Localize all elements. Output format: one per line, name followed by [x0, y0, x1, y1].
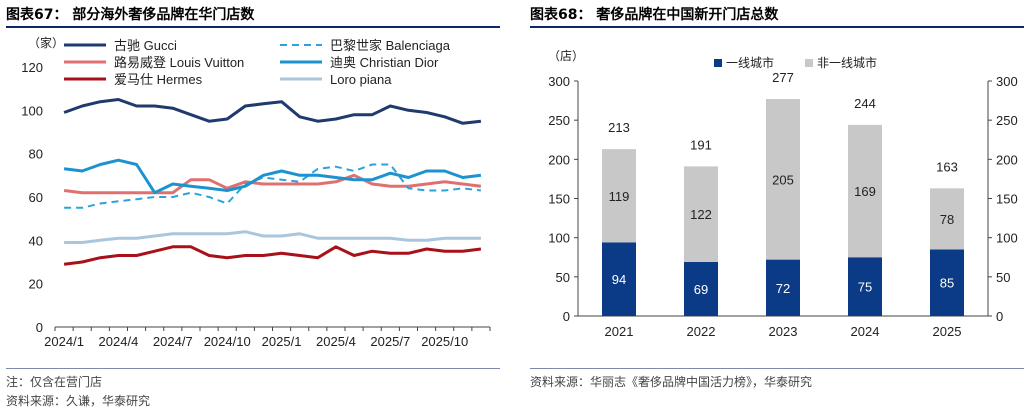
bar-total-label: 213	[608, 120, 630, 135]
bar-y-tick-label-right: 100	[996, 231, 1018, 246]
line-series-2	[63, 245, 482, 266]
bar-x-tick-label: 2025	[933, 324, 962, 339]
line-y-tick-label: 60	[29, 190, 43, 205]
line-series-1	[63, 173, 482, 195]
line-legend-label: Loro piana	[330, 72, 392, 87]
bar-segment-tier1	[684, 261, 718, 316]
bar-y-tick-label-left: 0	[563, 309, 570, 324]
line-legend-label: 爱马仕 Hermes	[114, 72, 203, 87]
line-series-5	[64, 230, 481, 244]
bar-x-tick-label: 2022	[687, 324, 716, 339]
bar-segment-other	[602, 149, 636, 243]
bar-segment-other	[930, 188, 964, 250]
bar-legend-swatch	[714, 59, 722, 67]
bar-y-tick-label-left: 150	[548, 192, 570, 207]
bar-value-label-tier1: 85	[940, 276, 954, 291]
bar-y-tick-label-left: 50	[556, 270, 570, 285]
line-x-tick-label: 2025/7	[370, 334, 410, 349]
line-y-tick-label: 40	[29, 233, 43, 248]
left-source: 资料来源：久谦，华泰研究	[6, 394, 151, 408]
line-x-tick-label: 2024/1	[44, 334, 84, 349]
bar-value-label-tier1: 72	[776, 281, 790, 296]
bar-segment-tier1	[602, 242, 636, 316]
bar-y-tick-label-right: 200	[996, 152, 1018, 167]
bar-y-unit-label: （店）	[548, 49, 584, 63]
bar-y-tick-label-left: 200	[548, 152, 570, 167]
bar-y-tick-label-left: 100	[548, 231, 570, 246]
bar-segment-other	[684, 166, 718, 262]
line-legend-label: 巴黎世家 Balenciaga	[330, 38, 451, 53]
right-chart-title: 图表68： 奢侈品牌在中国新开门店总数	[530, 7, 779, 23]
bar-total-label: 191	[690, 137, 712, 152]
bar-value-label-tier1: 69	[694, 282, 708, 297]
line-x-tick-label: 2025/1	[262, 334, 302, 349]
line-y-tick-label: 20	[29, 277, 43, 292]
bar-value-label-other: 205	[772, 172, 794, 187]
line-series-4	[63, 158, 482, 195]
bar-y-tick-label-left: 300	[548, 74, 570, 89]
left-title-rule	[6, 26, 500, 28]
bar-segment-other	[766, 99, 800, 260]
bar-x-tick-label: 2021	[605, 324, 634, 339]
line-x-tick-label: 2025/10	[421, 334, 468, 349]
bar-total-label: 244	[854, 96, 876, 111]
bar-segment-other	[848, 124, 882, 258]
bar-x-tick-label: 2023	[769, 324, 798, 339]
line-legend-label: 迪奥 Christian Dior	[330, 55, 439, 70]
bar-y-tick-label-right: 150	[996, 192, 1018, 207]
bar-segment-tier1	[930, 249, 964, 316]
bar-y-tick-label-right: 250	[996, 113, 1018, 128]
line-y-unit-label: （家）	[28, 35, 64, 50]
bar-legend-label: 非一线城市	[817, 55, 877, 70]
bar-segment-tier1	[766, 259, 800, 316]
line-x-tick-label: 2024/7	[153, 334, 193, 349]
line-x-tick-label: 2024/4	[99, 334, 139, 349]
right-footer-rule	[530, 368, 1024, 369]
line-y-tick-label: 100	[21, 103, 43, 118]
left-chart-title: 图表67： 部分海外奢侈品牌在华门店数	[6, 7, 255, 23]
right-source: 资料来源：华丽志《奢侈品牌中国活力榜》，华泰研究	[530, 375, 813, 389]
left-note: 注：仅含在营门店	[6, 375, 103, 389]
bar-legend-swatch	[805, 59, 813, 67]
line-x-tick-label: 2025/4	[316, 334, 356, 349]
line-y-tick-label: 120	[21, 60, 43, 75]
bar-y-tick-label-right: 0	[996, 309, 1003, 324]
line-series-3	[64, 163, 482, 209]
bar-y-tick-label-left: 250	[548, 113, 570, 128]
bar-value-label-other: 119	[609, 189, 630, 204]
line-legend-label: 路易威登 Louis Vuitton	[114, 55, 244, 70]
bar-legend-label: 一线城市	[726, 55, 774, 70]
bar-y-tick-label-right: 50	[996, 270, 1010, 285]
bar-total-label: 163	[936, 159, 958, 174]
bar-value-label-other: 122	[690, 207, 712, 222]
bar-value-label-tier1: 94	[612, 272, 626, 287]
bar-segment-tier1	[848, 257, 882, 316]
line-series-0	[63, 98, 482, 125]
bar-value-label-other: 78	[940, 212, 954, 227]
line-y-tick-label: 80	[29, 147, 43, 162]
line-x-tick-label: 2024/10	[204, 334, 251, 349]
line-legend-label: 古驰 Gucci	[114, 38, 177, 53]
bar-x-tick-label: 2024	[851, 324, 880, 339]
bar-value-label-other: 169	[854, 184, 876, 199]
bar-total-label: 277	[772, 70, 794, 85]
left-footer-rule	[6, 368, 500, 369]
right-title-rule	[530, 26, 1024, 28]
bar-value-label-tier1: 75	[858, 280, 872, 295]
bar-y-tick-label-right: 300	[996, 74, 1018, 89]
line-y-tick-label: 0	[36, 320, 43, 335]
